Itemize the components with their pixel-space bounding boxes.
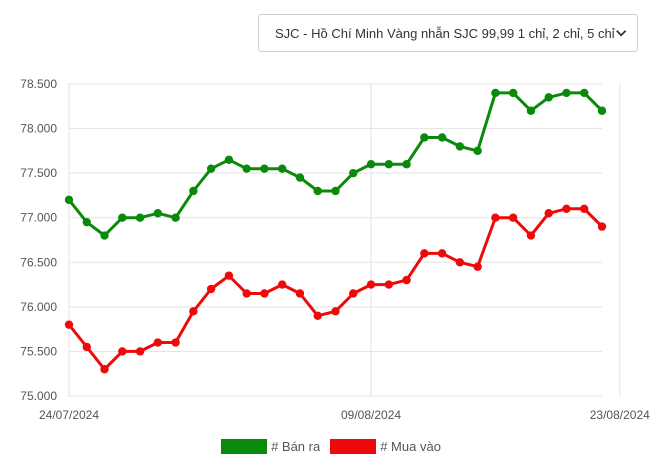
series-0-point bbox=[366, 160, 376, 169]
series-1-point bbox=[420, 249, 429, 258]
series-1-point bbox=[206, 284, 216, 294]
series-1-point bbox=[135, 347, 145, 356]
gold-type-select[interactable]: SJC - Hồ Chí Minh Vàng nhẫn SJC 99,99 1 … bbox=[258, 14, 638, 52]
series-0-point bbox=[64, 195, 74, 205]
series-1-point bbox=[331, 307, 340, 316]
series-0-point bbox=[437, 133, 447, 142]
series-1-point bbox=[118, 347, 127, 356]
x-tick-label: 24/07/2024 bbox=[39, 408, 99, 422]
legend-label-mua-vao: # Mua vào bbox=[380, 438, 441, 454]
legend-item-mua-vao[interactable]: # Mua vào bbox=[330, 438, 441, 454]
series-1-point bbox=[224, 271, 234, 280]
series-1-point bbox=[437, 249, 447, 258]
series-0-point bbox=[420, 133, 429, 142]
y-tick-label: 75.000 bbox=[20, 389, 57, 403]
chart-legend: # Bán ra # Mua vào bbox=[0, 434, 662, 458]
series-0-point bbox=[349, 168, 358, 178]
series-1-point bbox=[171, 338, 180, 347]
series-1-point bbox=[597, 222, 607, 231]
legend-swatch-ban-ra bbox=[221, 438, 268, 454]
series-1-point bbox=[278, 280, 287, 289]
series-0-point bbox=[331, 186, 340, 196]
y-tick-label: 76.000 bbox=[20, 300, 57, 314]
series-1-point bbox=[473, 262, 482, 271]
series-1-point bbox=[384, 280, 393, 289]
series-1-point bbox=[366, 280, 376, 289]
series-0-point bbox=[224, 155, 234, 164]
series-0-point bbox=[526, 106, 536, 115]
y-axis: 75.000 75.500 76.000 76.500 77.000 77.500 78.0… bbox=[20, 77, 57, 403]
legend-item-ban-ra[interactable]: # Bán ra bbox=[221, 438, 321, 454]
legend-label-ban-ra: # Bán ra bbox=[271, 438, 321, 454]
series-line-0 bbox=[67, 91, 604, 237]
series-0-point bbox=[135, 213, 145, 222]
y-tick-label: 78.000 bbox=[20, 122, 57, 136]
series-1-point bbox=[491, 213, 500, 222]
series-1-point bbox=[508, 213, 518, 222]
series-0-point bbox=[82, 217, 91, 227]
x-axis: 24/07/2024 09/08/2024 23/08/2024 bbox=[39, 408, 650, 422]
y-tick-label: 77.000 bbox=[20, 211, 57, 225]
series-0-point bbox=[260, 164, 269, 173]
series-1-point bbox=[295, 289, 305, 298]
series-0-point bbox=[491, 88, 500, 98]
gold-price-chart: 75.000 75.500 76.000 76.500 77.000 77.500 78.0… bbox=[20, 77, 650, 422]
series-1-point bbox=[544, 209, 553, 218]
gold-type-select-label: SJC - Hồ Chí Minh Vàng nhẫn SJC 99,99 1 … bbox=[275, 25, 615, 41]
series-0-point bbox=[206, 164, 216, 173]
series-line-1 bbox=[67, 207, 604, 371]
series-0-point bbox=[508, 88, 518, 98]
series-1-point bbox=[242, 289, 251, 298]
series-1-point bbox=[455, 258, 465, 267]
series-0-point bbox=[562, 88, 571, 98]
series-0-point bbox=[153, 209, 163, 218]
series-1-point bbox=[526, 231, 536, 240]
series-0-point bbox=[384, 160, 393, 169]
y-tick-label: 78.500 bbox=[20, 77, 57, 91]
series-1-point bbox=[82, 342, 91, 352]
chevron-down-icon bbox=[615, 30, 626, 37]
x-tick-label: 23/08/2024 bbox=[590, 408, 650, 422]
series-0-point bbox=[242, 164, 251, 173]
series-1-point bbox=[153, 338, 163, 347]
series-1-point bbox=[260, 289, 269, 298]
series-1-point bbox=[349, 289, 358, 298]
series-0-point bbox=[597, 106, 607, 115]
series-0-point bbox=[580, 88, 589, 98]
x-tick-label: 09/08/2024 bbox=[341, 408, 401, 422]
y-tick-label: 76.500 bbox=[20, 255, 57, 269]
series-1-point bbox=[100, 365, 109, 374]
chart-grid bbox=[68, 83, 621, 397]
series-0-point bbox=[100, 231, 109, 240]
series-1-point bbox=[580, 204, 589, 213]
series-0-point bbox=[313, 186, 322, 196]
series-0-point bbox=[295, 173, 305, 182]
series-1-point bbox=[189, 307, 198, 316]
series-0-point bbox=[544, 93, 553, 102]
series-1-point bbox=[64, 320, 74, 329]
series-0-point bbox=[171, 213, 180, 222]
series-0-point bbox=[402, 160, 411, 169]
series-0-point bbox=[118, 213, 127, 222]
legend-swatch-mua-vao bbox=[330, 438, 377, 454]
series-1-point bbox=[313, 311, 322, 320]
y-tick-label: 75.500 bbox=[20, 344, 57, 358]
series-0-point bbox=[455, 142, 465, 151]
series-0-point bbox=[278, 164, 287, 173]
series-1-point bbox=[562, 204, 571, 213]
series-0-point bbox=[473, 146, 482, 156]
y-tick-label: 77.500 bbox=[20, 166, 57, 180]
series-1-point bbox=[402, 275, 411, 285]
series-0-point bbox=[189, 186, 198, 196]
chart-series bbox=[64, 88, 607, 374]
